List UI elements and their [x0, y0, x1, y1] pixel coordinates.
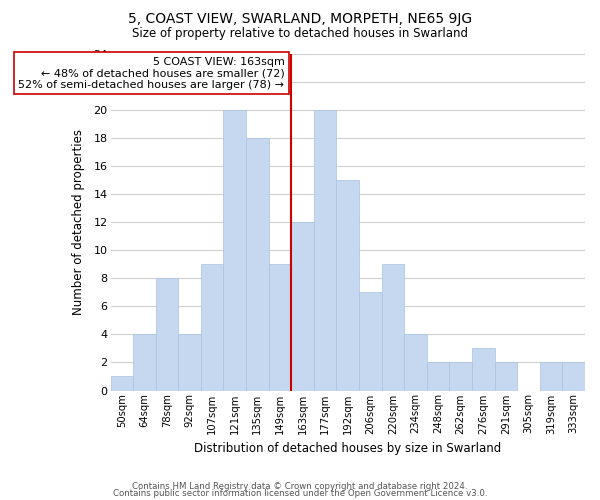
Bar	[110, 376, 133, 390]
Bar	[269, 264, 291, 390]
Bar	[449, 362, 472, 390]
Bar	[246, 138, 269, 390]
Bar	[562, 362, 585, 390]
Text: Size of property relative to detached houses in Swarland: Size of property relative to detached ho…	[132, 28, 468, 40]
Bar	[133, 334, 155, 390]
Text: 5 COAST VIEW: 163sqm
← 48% of detached houses are smaller (72)
52% of semi-detac: 5 COAST VIEW: 163sqm ← 48% of detached h…	[19, 57, 284, 90]
Bar	[427, 362, 449, 390]
Bar	[540, 362, 562, 390]
Bar	[337, 180, 359, 390]
Bar	[201, 264, 223, 390]
Bar	[291, 222, 314, 390]
Bar	[472, 348, 494, 391]
Bar	[314, 110, 337, 390]
X-axis label: Distribution of detached houses by size in Swarland: Distribution of detached houses by size …	[194, 442, 502, 455]
Text: Contains HM Land Registry data © Crown copyright and database right 2024.: Contains HM Land Registry data © Crown c…	[132, 482, 468, 491]
Bar	[494, 362, 517, 390]
Text: 5, COAST VIEW, SWARLAND, MORPETH, NE65 9JG: 5, COAST VIEW, SWARLAND, MORPETH, NE65 9…	[128, 12, 472, 26]
Bar	[359, 292, 382, 390]
Bar	[382, 264, 404, 390]
Bar	[155, 278, 178, 390]
Text: Contains public sector information licensed under the Open Government Licence v3: Contains public sector information licen…	[113, 490, 487, 498]
Bar	[223, 110, 246, 390]
Bar	[404, 334, 427, 390]
Y-axis label: Number of detached properties: Number of detached properties	[72, 130, 85, 316]
Bar	[178, 334, 201, 390]
